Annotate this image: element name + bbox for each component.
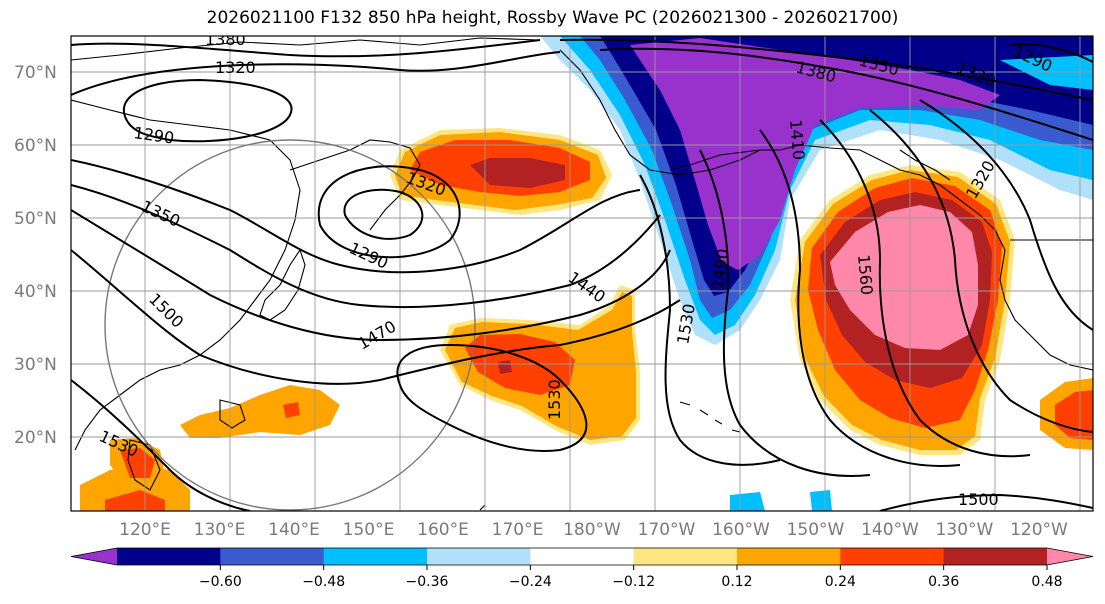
colorbar: −0.60 −0.48 −0.36 −0.24 −0.12 0.12 0.24 0.36 0.4… — [70, 547, 1094, 590]
lat-label: 60°N — [14, 136, 57, 156]
lon-label: 150°W — [787, 520, 845, 540]
contour-label: 1560 — [854, 254, 876, 296]
colorbar-tick-label: −0.36 — [406, 574, 449, 590]
colorbar-tick-label: −0.48 — [302, 574, 345, 590]
lon-label: 170°E — [492, 520, 544, 540]
positive-anomaly-northwest-pacific — [390, 128, 612, 215]
lon-label: 150°E — [343, 520, 395, 540]
lon-label: 120°W — [1010, 520, 1068, 540]
lat-label: 20°N — [14, 428, 57, 448]
contour-label: 1380 — [205, 30, 246, 49]
colorbar-tick-label: −0.24 — [509, 574, 552, 590]
colorbar-tick-label: 0.24 — [825, 574, 856, 590]
contour-label: 1410 — [786, 119, 808, 161]
lon-label: 140°E — [268, 520, 320, 540]
lon-label: 130°W — [936, 520, 994, 540]
reference-circle — [104, 139, 476, 511]
colorbar-segment — [840, 548, 945, 565]
lon-label: 160°W — [712, 520, 770, 540]
lat-label: 30°N — [14, 355, 57, 375]
colorbar-tick-label: 0.48 — [1031, 574, 1062, 590]
lon-label: 180°W — [563, 520, 621, 540]
lat-label: 40°N — [14, 282, 57, 302]
coastlines — [71, 37, 1093, 511]
contour-label: 1500 — [958, 490, 999, 509]
colorbar-tick-label: 0.12 — [721, 574, 752, 590]
colorbar-segment — [633, 548, 738, 565]
map-frame — [70, 35, 1094, 512]
contour-label: 1530 — [545, 379, 564, 420]
colorbar-segment — [530, 548, 635, 565]
colorbar-segment — [323, 548, 428, 565]
contour-label: 1320 — [215, 58, 256, 77]
colorbar-tick-label: −0.12 — [612, 574, 655, 590]
colorbar-segment — [943, 548, 1048, 565]
contour-label-group: 1380 1320 1290 1350 1320 1290 1500 1470 … — [96, 30, 1055, 509]
height-contours — [71, 38, 1093, 511]
lat-label: 50°N — [14, 209, 57, 229]
negative-anomaly-region — [540, 36, 1093, 511]
latitude-labels: 70°N 60°N 50°N 40°N 30°N 20°N — [14, 63, 57, 448]
map-panel: 1380 1320 1290 1350 1320 1290 1500 1470 … — [71, 30, 1093, 511]
colorbar-tick-label: 0.36 — [928, 574, 959, 590]
lat-label: 70°N — [14, 63, 57, 83]
colorbar-extend-high — [1047, 548, 1093, 565]
lon-label: 170°W — [638, 520, 696, 540]
lon-label: 160°E — [417, 520, 469, 540]
positive-anomaly-northeast-pacific — [790, 165, 1015, 455]
colorbar-outline — [70, 547, 1094, 566]
colorbar-tick-label: −0.60 — [199, 574, 242, 590]
lon-label: 120°E — [119, 520, 171, 540]
gridlines — [71, 36, 1093, 511]
colorbar-segment — [220, 548, 325, 565]
map-title: 2026021100 F132 850 hPa height, Rossby W… — [206, 8, 899, 28]
longitude-labels: 120°E 130°E 140°E 150°E 160°E 170°E 180°… — [119, 520, 1068, 540]
colorbar-segment — [427, 548, 531, 565]
colorbar-segment — [737, 548, 841, 565]
lon-label: 140°W — [861, 520, 919, 540]
colorbar-segment — [117, 548, 221, 565]
lon-label: 130°E — [194, 520, 246, 540]
colorbar-extend-low — [71, 548, 117, 565]
